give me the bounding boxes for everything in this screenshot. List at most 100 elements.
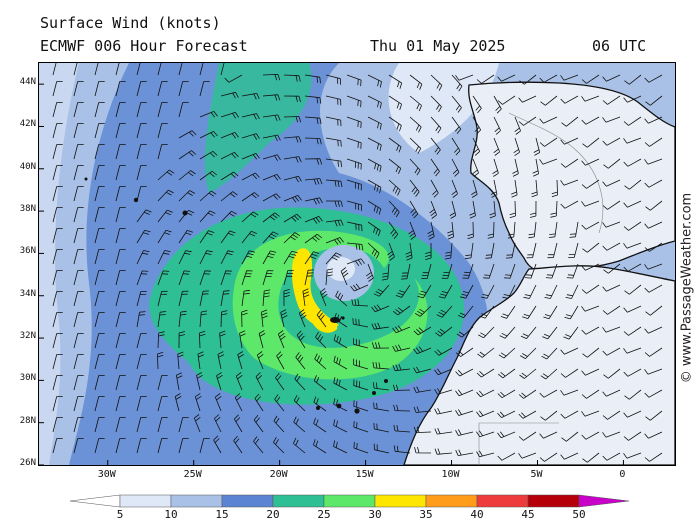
wind-barb bbox=[568, 242, 579, 258]
wind-barb bbox=[273, 437, 285, 454]
axis-ticks bbox=[39, 83, 624, 465]
wind-barb bbox=[217, 351, 225, 370]
wind-barb bbox=[582, 137, 600, 148]
wind-barb bbox=[429, 200, 437, 219]
wind-barb bbox=[542, 326, 558, 340]
wind-barb bbox=[304, 269, 315, 286]
wind-barb bbox=[213, 435, 222, 454]
wind-barb bbox=[367, 95, 382, 109]
lon-label-25W: 25W bbox=[183, 469, 202, 480]
wind-barb bbox=[512, 158, 519, 177]
wind-barb bbox=[581, 179, 600, 189]
wind-barb bbox=[253, 414, 264, 433]
wind-barb bbox=[409, 95, 422, 112]
wind-barb bbox=[434, 347, 453, 356]
wind-barb bbox=[493, 116, 501, 135]
wind-barb bbox=[507, 221, 516, 239]
lon-label-5W: 5W bbox=[530, 469, 543, 480]
wind-barb bbox=[582, 242, 600, 253]
wind-barb bbox=[115, 291, 126, 307]
wind-barb bbox=[414, 446, 432, 454]
wind-barb bbox=[325, 219, 344, 227]
wind-barb bbox=[199, 310, 208, 328]
wind-barb bbox=[295, 352, 306, 370]
wind-barb bbox=[413, 386, 432, 393]
lat-label-30N: 30N bbox=[19, 373, 36, 384]
wind-barb bbox=[178, 81, 189, 97]
wind-barb bbox=[603, 368, 621, 379]
wind-barb bbox=[115, 417, 126, 433]
wind-barb bbox=[523, 284, 537, 299]
wind-barb bbox=[367, 74, 382, 88]
wind-barb bbox=[261, 309, 268, 328]
wind-barb bbox=[157, 81, 168, 97]
wind-barb bbox=[540, 410, 558, 421]
wind-barb bbox=[176, 372, 183, 391]
wind-barb bbox=[346, 221, 363, 232]
colorbar-segment bbox=[221, 494, 274, 508]
wind-barb bbox=[73, 228, 84, 244]
chart-title: Surface Wind (knots) bbox=[40, 14, 221, 32]
wind-barb bbox=[539, 116, 558, 124]
wind-barb bbox=[315, 331, 327, 349]
wind-barb bbox=[623, 368, 642, 377]
wind-barb bbox=[283, 175, 302, 183]
wind-barb bbox=[518, 431, 537, 441]
wind-barb bbox=[352, 318, 369, 328]
wind-barb bbox=[199, 170, 218, 181]
wind-barb bbox=[136, 186, 147, 202]
wind-map[interactable] bbox=[38, 62, 676, 466]
wind-barb bbox=[551, 179, 558, 198]
wind-barb bbox=[624, 74, 642, 85]
wind-barb bbox=[581, 305, 600, 312]
wind-barb bbox=[449, 200, 457, 219]
wind-barb bbox=[157, 250, 171, 265]
wind-barb bbox=[544, 284, 558, 299]
wind-barb bbox=[472, 95, 482, 114]
wind-barb bbox=[294, 373, 306, 391]
wind-barb bbox=[602, 137, 621, 146]
wind-barb bbox=[220, 230, 236, 244]
wind-barb bbox=[325, 116, 342, 127]
wind-barb bbox=[220, 132, 239, 139]
wind-barb bbox=[157, 189, 174, 202]
wind-barb bbox=[115, 249, 126, 265]
wind-barb bbox=[94, 123, 105, 139]
wind-barb bbox=[178, 230, 194, 244]
wind-barb bbox=[199, 290, 210, 307]
wind-barb bbox=[283, 195, 302, 203]
wind-barb bbox=[367, 116, 382, 130]
wind-barb bbox=[581, 326, 600, 335]
wind-barb bbox=[52, 144, 63, 160]
wind-barb bbox=[623, 452, 642, 459]
wind-barb bbox=[346, 258, 365, 267]
wind-barb bbox=[313, 375, 327, 391]
wind-barb bbox=[304, 233, 323, 244]
wind-barb bbox=[367, 137, 382, 151]
wind-barb bbox=[293, 416, 306, 433]
wind-barb bbox=[367, 179, 382, 194]
lat-label-38N: 38N bbox=[19, 204, 36, 215]
wind-barb bbox=[392, 305, 411, 316]
wind-barb bbox=[373, 402, 390, 412]
wind-barb bbox=[624, 179, 642, 190]
wind-barb bbox=[136, 250, 150, 265]
wind-barb bbox=[199, 438, 210, 454]
wind-barb bbox=[115, 270, 126, 286]
wind-barb bbox=[275, 372, 285, 391]
wind-barb bbox=[262, 193, 281, 202]
wind-barb bbox=[563, 326, 579, 340]
colorbar-segment bbox=[476, 494, 529, 508]
wind-barb bbox=[157, 331, 165, 349]
canary-island-3 bbox=[354, 408, 360, 414]
lat-label-36N: 36N bbox=[19, 246, 36, 257]
wind-barb bbox=[436, 305, 453, 318]
wind-barb bbox=[115, 438, 126, 454]
wind-barb bbox=[497, 74, 516, 82]
wind-barb bbox=[214, 393, 222, 412]
wind-barb bbox=[73, 102, 84, 118]
wind-barb bbox=[372, 342, 390, 349]
wind-barb bbox=[476, 450, 495, 458]
wind-barb bbox=[624, 284, 642, 295]
wind-barb bbox=[241, 309, 248, 328]
